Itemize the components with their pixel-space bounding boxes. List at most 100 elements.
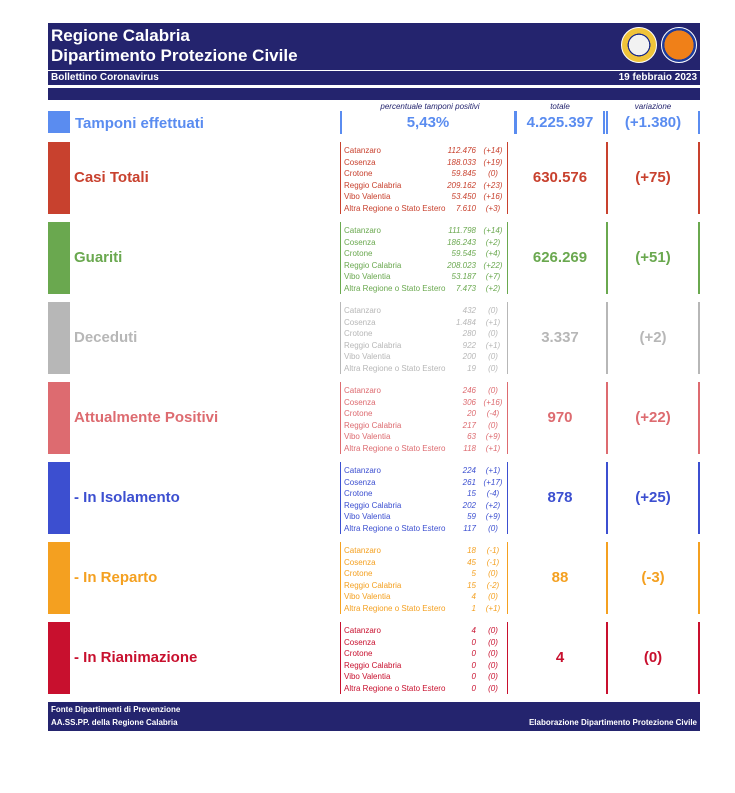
province-delta: (+16) [483, 397, 503, 407]
province-value: 0 [471, 672, 476, 681]
table-row: Crotone 59.845 (0) [344, 168, 506, 179]
in-rianimazione-variazione: (0) [606, 622, 700, 694]
province-name: Catanzaro [344, 546, 381, 555]
province-delta: (+23) [483, 180, 503, 190]
province-name: Vibo Valentia [344, 672, 391, 681]
attualmente-positivi-variazione: (+22) [606, 382, 700, 454]
table-row: Cosenza 306 (+16) [344, 397, 506, 408]
province-value: 45 [467, 557, 476, 567]
province-value: 200 [462, 352, 476, 361]
province-name: Cosenza [344, 557, 376, 567]
province-delta: (+3) [485, 203, 501, 213]
province-delta: (+16) [483, 192, 503, 201]
deceduti-province-breakdown: Catanzaro 432 (0) Cosenza 1.484 (+1) Crotone 28… [340, 302, 508, 374]
table-row: Vibo Valentia 4 (0) [344, 591, 506, 602]
province-delta: (+14) [483, 146, 503, 155]
divider-band [48, 88, 700, 100]
province-name: Catanzaro [344, 466, 381, 475]
province-value: 246 [462, 386, 476, 395]
table-row: Crotone 0 (0) [344, 648, 506, 659]
province-name: Cosenza [344, 477, 376, 487]
column-header-variazione: variazione [634, 102, 672, 111]
tamponi-label: Tamponi effettuati [75, 115, 204, 132]
table-row: Vibo Valentia 53.187 (+7) [344, 271, 506, 282]
attualmente-positivi-totale: 970 [547, 409, 573, 426]
tamponi-totale: 4.225.397 [515, 111, 605, 134]
casi-totali-variazione: (+75) [606, 142, 700, 214]
section-in-isolamento: - In Isolamento Catanzaro 224 (+1) Cosenza 26… [48, 462, 700, 534]
province-value: 15 [467, 580, 476, 590]
province-delta: (+9) [485, 512, 501, 521]
casi-totali-label: Casi Totali [74, 169, 149, 186]
province-value: 59.545 [451, 249, 476, 258]
province-name: Reggio Calabria [344, 580, 402, 590]
header-banner: Regione Calabria Dipartimento Protezione… [48, 23, 700, 70]
province-name: Cosenza [344, 157, 376, 167]
guariti-totale: 626.269 [532, 249, 588, 266]
province-delta: (0) [488, 592, 498, 601]
province-value: 0 [471, 683, 476, 693]
table-row: Crotone 59.545 (+4) [344, 248, 506, 259]
province-name: Cosenza [344, 317, 376, 327]
in-isolamento-totale: 878 [547, 489, 573, 506]
province-delta: (+14) [483, 226, 503, 235]
table-row: Cosenza 261 (+17) [344, 477, 506, 488]
province-name: Cosenza [344, 397, 376, 407]
province-value: 53.450 [451, 192, 476, 201]
province-name: Reggio Calabria [344, 420, 402, 430]
table-row: Catanzaro 246 (0) [344, 385, 506, 396]
table-row: Cosenza 188.033 (+19) [344, 157, 506, 168]
table-row: Crotone 20 (-4) [344, 408, 506, 419]
in-reparto-province-breakdown: Catanzaro 18 (-1) Cosenza 45 (-1) Crotone 5 (0) R… [340, 542, 508, 614]
province-delta: (+1) [485, 603, 501, 613]
province-delta: (0) [488, 637, 498, 647]
province-name: Vibo Valentia [344, 272, 391, 281]
table-row: Reggio Calabria 209.162 (+23) [344, 180, 506, 191]
tamponi-color-marker [48, 111, 70, 133]
province-value: 59.845 [451, 169, 476, 178]
province-delta: (+2) [485, 500, 501, 510]
province-delta: (0) [488, 306, 498, 315]
table-row: Catanzaro 4 (0) [344, 625, 506, 636]
fonte-line2: AA.SS.PP. della Regione Calabria [51, 718, 178, 727]
province-value: 117 [463, 523, 476, 533]
table-row: Vibo Valentia 59 (+9) [344, 511, 506, 522]
attualmente-positivi-color-bar [48, 382, 70, 454]
guariti-province-breakdown: Catanzaro 111.798 (+14) Cosenza 186.243 (+2) C… [340, 222, 508, 294]
table-row: Altra Regione o Stato Estero 118 (+1) [344, 443, 506, 454]
casi-totali-color-bar [48, 142, 70, 214]
province-value: 188.033 [447, 157, 476, 167]
table-row: Cosenza 186.243 (+2) [344, 237, 506, 248]
province-name: Crotone [344, 409, 373, 418]
subheader-bar: Bollettino Coronavirus 19 febbraio 2023 [48, 70, 700, 85]
table-row: Altra Regione o Stato Estero 7.610 (+3) [344, 203, 506, 214]
section-in-rianimazione: - In Rianimazione Catanzaro 4 (0) Cosenza 0 (0… [48, 622, 700, 694]
province-name: Crotone [344, 249, 373, 258]
province-value: 186.243 [447, 237, 476, 247]
province-name: Altra Regione o Stato Estero [344, 603, 446, 613]
in-isolamento-variazione: (+25) [606, 462, 700, 534]
province-delta: (+1) [485, 340, 501, 350]
section-guariti: Guariti Catanzaro 111.798 (+14) Cosenza 186.2… [48, 222, 700, 294]
province-delta: (-2) [486, 580, 500, 590]
table-row: Crotone 280 (0) [344, 328, 506, 339]
guariti-variazione: (+51) [606, 222, 700, 294]
province-name: Catanzaro [344, 626, 381, 635]
province-delta: (+22) [483, 260, 503, 270]
table-row: Catanzaro 18 (-1) [344, 545, 506, 556]
province-name: Altra Regione o Stato Estero [344, 443, 446, 453]
province-value: 7.610 [455, 203, 476, 213]
table-row: Altra Regione o Stato Estero 1 (+1) [344, 603, 506, 614]
province-name: Altra Regione o Stato Estero [344, 683, 446, 693]
province-value: 18 [467, 546, 476, 555]
casi-totali-province-breakdown: Catanzaro 112.476 (+14) Cosenza 188.033 (+19)… [340, 142, 508, 214]
province-value: 118 [463, 443, 476, 453]
report-date: 19 febbraio 2023 [618, 72, 697, 83]
province-name: Crotone [344, 329, 373, 338]
table-row: Reggio Calabria 0 (0) [344, 660, 506, 671]
province-delta: (+9) [485, 432, 501, 441]
province-value: 63 [467, 432, 476, 441]
province-delta: (+19) [483, 157, 503, 167]
section-deceduti: Deceduti Catanzaro 432 (0) Cosenza 1.484 (+1) C… [48, 302, 700, 374]
table-row: Vibo Valentia 63 (+9) [344, 431, 506, 442]
